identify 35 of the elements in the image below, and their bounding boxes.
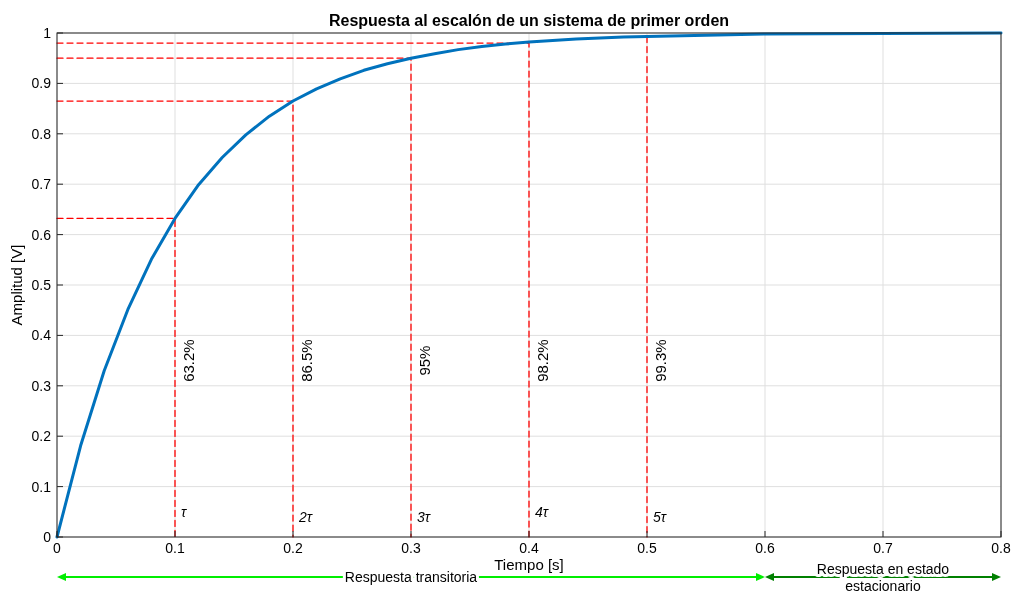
x-tick-label: 0.5 <box>637 540 657 556</box>
y-tick-label: 0 <box>43 529 52 545</box>
line-series <box>55 31 1003 539</box>
y-tick-label: 0.6 <box>31 226 52 243</box>
x-tick-label: 0.8 <box>991 540 1011 556</box>
y-tick-label: 0.9 <box>31 75 52 92</box>
annotation: 98.2% <box>534 339 551 382</box>
y-tick-label: 0.7 <box>31 176 52 193</box>
annotation: 63.2% <box>180 339 197 382</box>
x-tick-label: 0.7 <box>873 540 893 556</box>
y-tick-label: 0.5 <box>31 277 52 293</box>
x-axis-title: Tiempo [s] <box>494 556 564 573</box>
annotation: 95% <box>416 345 433 376</box>
y-tick-label: 0.2 <box>31 428 52 445</box>
annotation: 86.5% <box>298 339 315 382</box>
annotation: 5τ <box>653 508 667 525</box>
annotation: 99.3% <box>652 339 669 382</box>
annotation: 3τ <box>417 508 431 525</box>
x-tick-label: 0.2 <box>283 540 303 556</box>
y-axis-title: Amplitud [V] <box>8 244 25 326</box>
y-tick-label: 1 <box>43 25 52 41</box>
x-tick-label: 0.4 <box>519 540 539 556</box>
annotation: 2τ <box>298 508 313 525</box>
x-tick-label: 0.3 <box>401 540 421 556</box>
x-tick-label: 0.1 <box>165 540 185 556</box>
annotation: 4τ <box>535 503 549 520</box>
chart-title: Respuesta al escalón de un sistema de primer orden <box>328 12 730 29</box>
y-tick-label: 0.4 <box>31 327 52 344</box>
text: Respuesta en estado estacionario <box>816 561 950 594</box>
y-tick-label: 0.8 <box>31 125 52 142</box>
y-tick-label: 0.3 <box>31 377 52 394</box>
x-tick-label: 0 <box>53 540 62 556</box>
x-tick-label: 0.6 <box>755 540 775 556</box>
y-tick-label: 0.1 <box>31 478 52 495</box>
annotation: τ <box>181 503 187 520</box>
